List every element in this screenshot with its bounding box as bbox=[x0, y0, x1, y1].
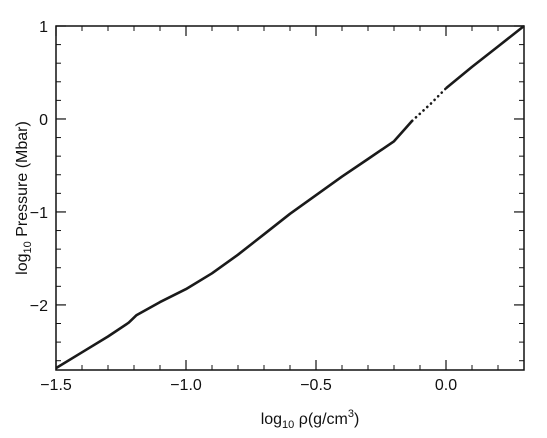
minor-ticks bbox=[56, 26, 525, 370]
series-line-solid-2 bbox=[445, 24, 525, 90]
x-axis-label-main: ρ(g/cm bbox=[294, 411, 348, 428]
y-tick-label: 0 bbox=[39, 112, 48, 129]
series-group bbox=[55, 24, 525, 370]
x-axis-label-subscript: 10 bbox=[282, 419, 294, 431]
y-tick-label: 1 bbox=[39, 19, 48, 36]
y-axis-label-prefix: log bbox=[14, 253, 31, 274]
x-axis-label-superscript: 3 bbox=[348, 408, 354, 420]
y-tick-label: −1 bbox=[30, 205, 48, 222]
y-tick-labels: −2 −1 0 1 bbox=[30, 19, 48, 315]
y-tick-label: −2 bbox=[30, 298, 48, 315]
y-axis-label-subscript: 10 bbox=[22, 241, 34, 253]
x-axis-label-prefix: log bbox=[261, 411, 282, 428]
major-ticks bbox=[55, 25, 524, 370]
plot-frame bbox=[55, 25, 525, 371]
x-tick-label: −0.5 bbox=[300, 377, 332, 394]
x-tick-labels: −1.5 −1.0 −0.5 0.0 bbox=[40, 377, 457, 394]
x-axis-label-suffix: ) bbox=[354, 411, 359, 428]
x-tick-label: −1.0 bbox=[170, 377, 202, 394]
x-axis-label: log10 ρ(g/cm3) bbox=[261, 408, 360, 431]
series-line-solid-0 bbox=[55, 119, 414, 370]
y-axis-label: log10 Pressure (Mbar) bbox=[14, 121, 34, 275]
x-tick-label: −1.5 bbox=[40, 377, 72, 394]
y-axis-label-main: Pressure (Mbar) bbox=[14, 121, 31, 241]
x-tick-label: 0.0 bbox=[435, 377, 457, 394]
series-line-dotted-1 bbox=[410, 87, 448, 123]
